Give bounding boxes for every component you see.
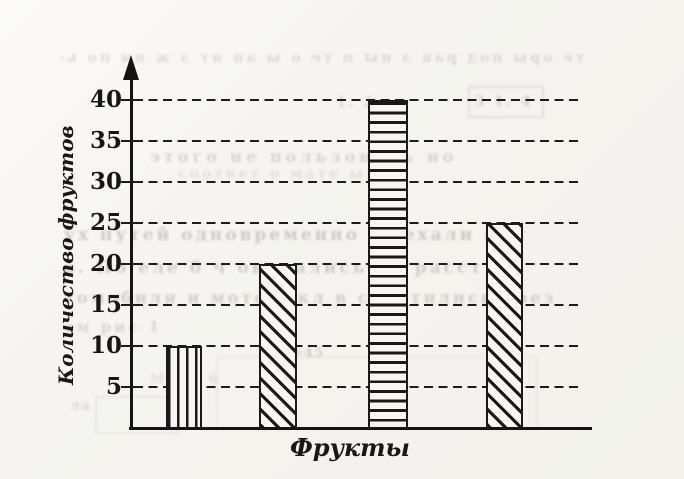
bleed-through-text: те оры под рав з ны п те о ы ап ят з ж н… xyxy=(62,50,584,66)
y-tick-label: 20 xyxy=(89,250,122,277)
bleed-through-text: этого не пользовать но xyxy=(150,147,458,166)
gridline xyxy=(134,262,580,266)
y-tick-label: 30 xyxy=(89,168,122,195)
y-axis-tick xyxy=(121,180,138,184)
x-axis-title: Фрукты xyxy=(290,433,410,462)
x-axis-line xyxy=(129,426,592,430)
y-axis-tick xyxy=(121,262,138,266)
y-tick-label: 35 xyxy=(89,127,122,154)
bleed-through-box xyxy=(468,86,544,118)
bleed-through-text: томобиля и мотоцикл в стретились ерез xyxy=(64,288,557,307)
gridline xyxy=(134,180,580,184)
y-tick-label: 40 xyxy=(89,86,122,113)
gridline xyxy=(134,98,580,102)
gridline xyxy=(134,139,580,143)
y-tick-label: 15 xyxy=(89,291,122,318)
y-axis-title: Количество фруктов xyxy=(54,125,78,385)
gridline xyxy=(134,221,580,225)
bar xyxy=(368,100,408,430)
bar xyxy=(259,264,297,430)
y-tick-label: 5 xyxy=(105,373,122,400)
y-axis-tick xyxy=(121,139,138,143)
y-axis-tick xyxy=(121,385,138,389)
y-axis-tick xyxy=(121,303,138,307)
bleed-through-text: ла xyxy=(70,398,91,414)
gridline xyxy=(134,344,580,348)
y-axis-tick xyxy=(121,221,138,225)
bleed-through-text: ем рис 1 xyxy=(64,318,163,336)
y-axis-tick xyxy=(121,98,138,102)
gridline xyxy=(134,385,580,389)
bar xyxy=(486,223,523,430)
y-axis-line xyxy=(130,74,133,429)
y-axis-tick xyxy=(121,344,138,348)
gridline xyxy=(134,303,580,307)
bleed-through-text: =45 xyxy=(292,346,324,361)
y-tick-label: 25 xyxy=(89,209,122,236)
y-axis-arrow-icon xyxy=(123,55,139,80)
bleed-through-text: 1. 2 xyxy=(336,93,376,111)
bar xyxy=(166,346,202,430)
bleed-through-text: ух путей одновременно выехали авт xyxy=(64,225,527,245)
y-tick-label: 10 xyxy=(89,332,122,359)
bleed-through-text: соответ о мате ыло xyxy=(178,166,392,182)
